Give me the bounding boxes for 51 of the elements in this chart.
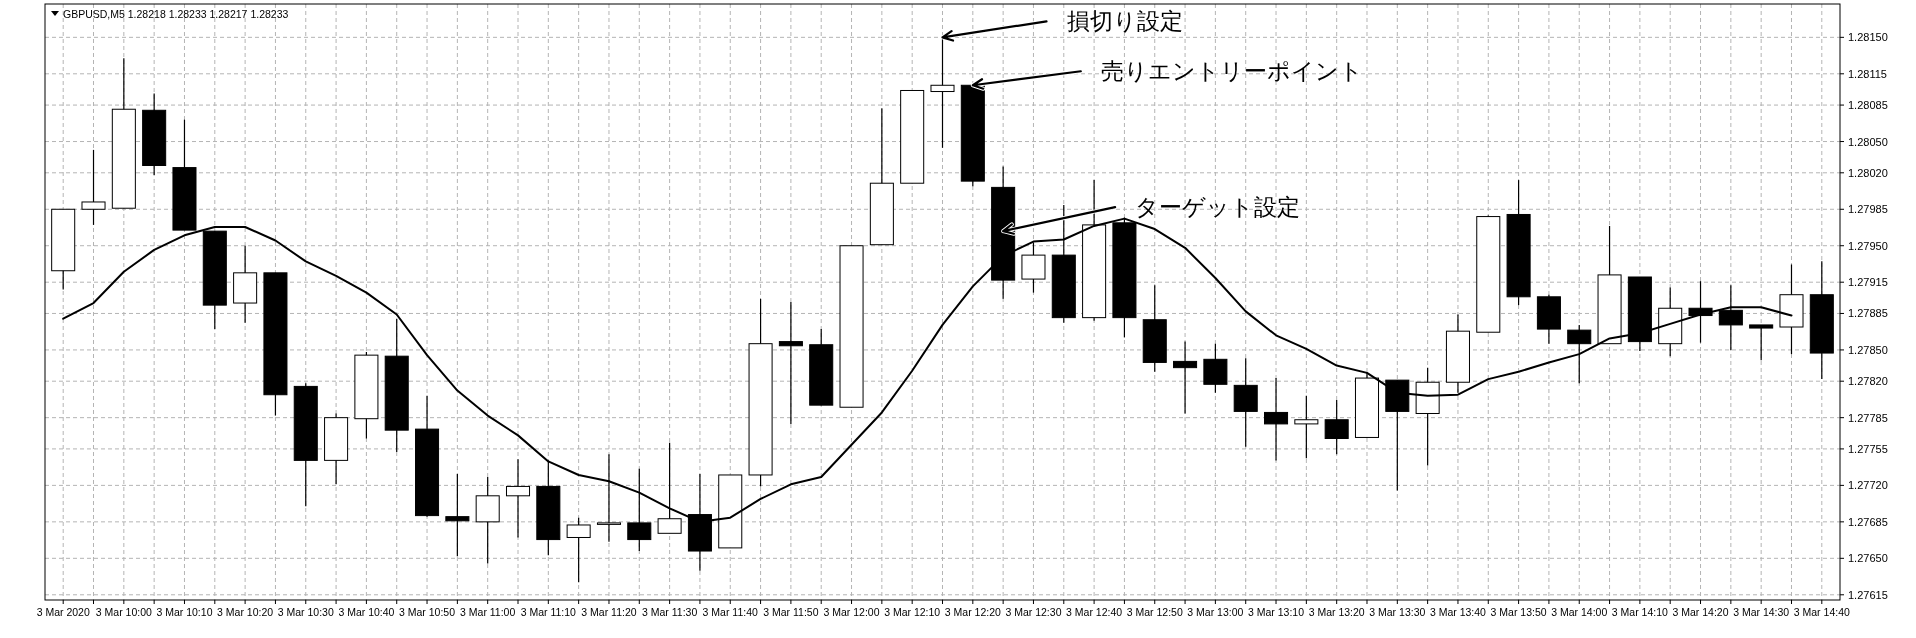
- x-tick-label: 3 Mar 13:50: [1490, 606, 1547, 618]
- y-tick-label: 1.27820: [1848, 375, 1888, 388]
- x-tick-label: 3 Mar 11:40: [702, 606, 759, 618]
- annotation: ターゲット設定: [1135, 194, 1301, 221]
- y-tick-label: 1.27650: [1848, 552, 1888, 565]
- x-tick-label: 3 Mar 10:30: [277, 606, 334, 618]
- y-tick-label: 1.27720: [1848, 479, 1888, 492]
- x-tick-label: 3 Mar 14:00: [1551, 606, 1608, 618]
- x-tick-label: 3 Mar 11:20: [581, 606, 637, 618]
- annotation: 売りエントリーポイント: [1100, 58, 1363, 85]
- y-tick-label: 1.28115: [1848, 67, 1887, 80]
- x-tick-label: 3 Mar 12:00: [823, 606, 880, 618]
- x-tick-label: 3 Mar 12:30: [1005, 606, 1062, 618]
- x-tick-label: 3 Mar 11:00: [460, 606, 516, 618]
- x-tick-label: 3 Mar 11:10: [520, 606, 577, 618]
- y-tick-label: 1.27885: [1848, 307, 1888, 320]
- y-tick-label: 1.27615: [1848, 588, 1888, 601]
- x-tick-label: 3 Mar 13:10: [1248, 606, 1305, 618]
- x-tick-label: 3 Mar 10:00: [95, 606, 152, 618]
- y-tick-label: 1.27755: [1848, 442, 1888, 455]
- x-tick-label: 3 Mar 11:30: [641, 606, 698, 618]
- x-tick-label: 3 Mar 10:20: [217, 606, 274, 618]
- y-tick-label: 1.27915: [1848, 276, 1888, 289]
- x-tick-label: 3 Mar 10:10: [156, 606, 213, 618]
- x-tick-label: 3 Mar 14:20: [1672, 606, 1729, 618]
- y-tick-label: 1.27950: [1848, 239, 1888, 252]
- y-tick-label: 1.28085: [1848, 99, 1888, 112]
- x-tick-label: 3 Mar 13:00: [1187, 606, 1244, 618]
- x-tick-label: 3 Mar 12:50: [1126, 606, 1183, 618]
- y-tick-label: 1.27685: [1848, 515, 1888, 528]
- x-tick-label: 3 Mar 2020: [36, 606, 90, 618]
- y-tick-label: 1.28150: [1848, 31, 1888, 44]
- annotation: 損切り設定: [1066, 8, 1183, 35]
- chart-title: GBPUSD,M5 1.28218 1.28233 1.28217 1.28233: [63, 8, 289, 20]
- x-tick-label: 3 Mar 12:40: [1066, 606, 1123, 618]
- x-tick-label: 3 Mar 12:20: [944, 606, 1001, 618]
- x-tick-label: 3 Mar 10:40: [338, 606, 395, 618]
- y-tick-label: 1.27985: [1848, 203, 1888, 216]
- x-tick-label: 3 Mar 14:10: [1611, 606, 1669, 618]
- x-tick-label: 3 Mar 13:30: [1369, 606, 1426, 618]
- y-tick-label: 1.28050: [1848, 135, 1888, 148]
- y-tick-label: 1.28020: [1848, 166, 1888, 179]
- x-tick-label: 3 Mar 13:20: [1308, 606, 1365, 618]
- x-tick-label: 3 Mar 12:10: [884, 606, 941, 618]
- x-tick-label: 3 Mar 10:50: [399, 606, 456, 618]
- x-tick-label: 3 Mar 13:40: [1429, 606, 1487, 618]
- x-tick-label: 3 Mar 14:30: [1733, 606, 1790, 618]
- x-tick-label: 3 Mar 11:50: [763, 606, 819, 618]
- y-tick-label: 1.27785: [1848, 411, 1888, 424]
- x-tick-label: 3 Mar 14:40: [1793, 606, 1850, 618]
- y-tick-label: 1.27850: [1848, 343, 1888, 356]
